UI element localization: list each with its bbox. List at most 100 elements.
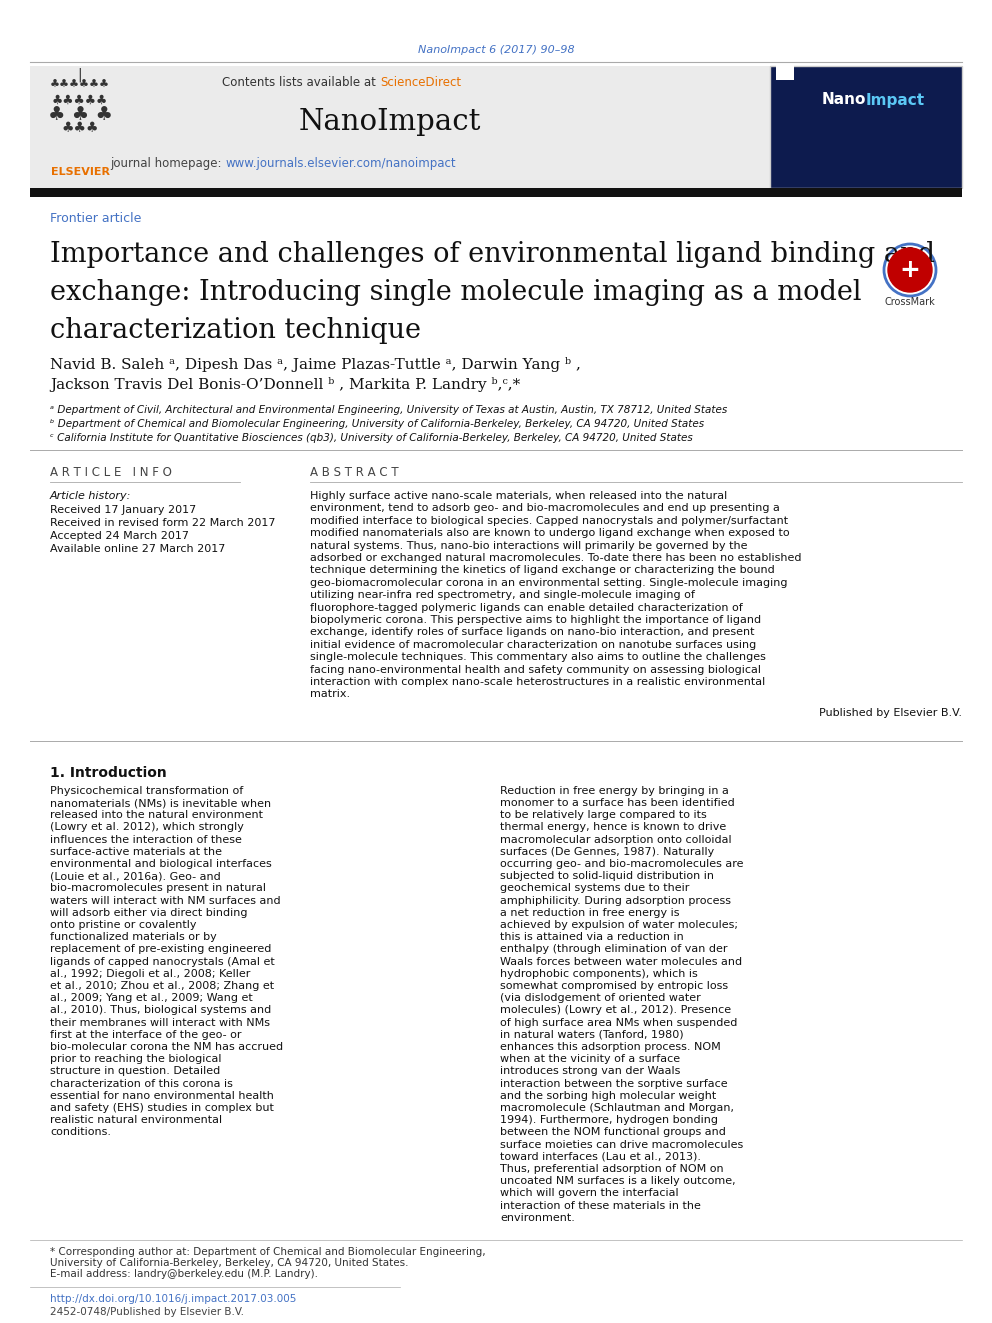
Bar [130,66,770,188]
Bar [770,66,962,188]
Text: will adsorb either via direct binding: will adsorb either via direct binding [50,908,247,918]
Text: modified interface to biological species. Capped nanocrystals and polymer/surfac: modified interface to biological species… [310,516,788,525]
Text: Received 17 January 2017: Received 17 January 2017 [50,505,196,515]
Text: 1. Introduction: 1. Introduction [50,766,167,779]
Text: released into the natural environment: released into the natural environment [50,810,263,820]
Text: in natural waters (Tanford, 1980): in natural waters (Tanford, 1980) [500,1029,683,1040]
Text: NanoImpact: NanoImpact [299,108,481,136]
Text: surface-active materials at the: surface-active materials at the [50,847,222,857]
Text: subjected to solid-liquid distribution in: subjected to solid-liquid distribution i… [500,872,714,881]
Text: waters will interact with NM surfaces and: waters will interact with NM surfaces an… [50,896,281,906]
Text: interaction of these materials in the: interaction of these materials in the [500,1200,701,1211]
Text: Available online 27 March 2017: Available online 27 March 2017 [50,544,225,554]
Text: facing nano-environmental health and safety community on assessing biological: facing nano-environmental health and saf… [310,664,761,675]
Text: Highly surface active nano-scale materials, when released into the natural: Highly surface active nano-scale materia… [310,491,727,501]
Text: http://dx.doi.org/10.1016/j.impact.2017.03.005: http://dx.doi.org/10.1016/j.impact.2017.… [50,1294,297,1304]
Text: their membranes will interact with NMs: their membranes will interact with NMs [50,1017,270,1028]
Text: enthalpy (through elimination of van der: enthalpy (through elimination of van der [500,945,727,954]
Text: ♣ ♣ ♣: ♣ ♣ ♣ [48,106,112,124]
Text: monomer to a surface has been identified: monomer to a surface has been identified [500,798,735,808]
Text: amphiphilicity. During adsorption process: amphiphilicity. During adsorption proces… [500,896,731,906]
Text: ELSEVIER: ELSEVIER [51,167,109,177]
Text: ᶜ California Institute for Quantitative Biosciences (qb3), University of Califor: ᶜ California Institute for Quantitative … [50,433,692,443]
Text: * Corresponding author at: Department of Chemical and Biomolecular Engineering,: * Corresponding author at: Department of… [50,1248,486,1257]
Text: E-mail address: landry@berkeley.edu (M.P. Landry).: E-mail address: landry@berkeley.edu (M.P… [50,1269,318,1279]
Text: onto pristine or covalently: onto pristine or covalently [50,919,196,930]
Text: somewhat compromised by entropic loss: somewhat compromised by entropic loss [500,980,728,991]
Text: Thus, preferential adsorption of NOM on: Thus, preferential adsorption of NOM on [500,1164,723,1174]
Text: ligands of capped nanocrystals (Amal et: ligands of capped nanocrystals (Amal et [50,957,275,967]
Text: +: + [900,258,921,282]
Text: surface moieties can drive macromolecules: surface moieties can drive macromolecule… [500,1139,743,1150]
Text: Article history:: Article history: [50,491,131,501]
Text: (Lowry et al. 2012), which strongly: (Lowry et al. 2012), which strongly [50,823,244,832]
Text: University of California-Berkeley, Berkeley, CA 94720, United States.: University of California-Berkeley, Berke… [50,1258,409,1267]
Text: A R T I C L E   I N F O: A R T I C L E I N F O [50,467,172,479]
Text: this is attained via a reduction in: this is attained via a reduction in [500,933,683,942]
Text: NanoImpact 6 (2017) 90–98: NanoImpact 6 (2017) 90–98 [418,45,574,56]
Text: single-molecule techniques. This commentary also aims to outline the challenges: single-molecule techniques. This comment… [310,652,766,663]
Text: bio-macromolecules present in natural: bio-macromolecules present in natural [50,884,266,893]
Text: ♣♣♣: ♣♣♣ [62,120,99,135]
Text: Waals forces between water molecules and: Waals forces between water molecules and [500,957,742,967]
Text: essential for nano environmental health: essential for nano environmental health [50,1090,274,1101]
Text: occurring geo- and bio-macromolecules are: occurring geo- and bio-macromolecules ar… [500,859,743,869]
Text: technique determining the kinetics of ligand exchange or characterizing the boun: technique determining the kinetics of li… [310,565,775,576]
Text: replacement of pre-existing engineered: replacement of pre-existing engineered [50,945,272,954]
Text: al., 1992; Diegoli et al., 2008; Keller: al., 1992; Diegoli et al., 2008; Keller [50,968,250,979]
Text: Published by Elsevier B.V.: Published by Elsevier B.V. [819,708,962,718]
Text: modified nanomaterials also are known to undergo ligand exchange when exposed to: modified nanomaterials also are known to… [310,528,790,538]
Text: hydrophobic components), which is: hydrophobic components), which is [500,968,697,979]
Text: environmental and biological interfaces: environmental and biological interfaces [50,859,272,869]
Text: between the NOM functional groups and: between the NOM functional groups and [500,1127,726,1138]
Text: adsorbed or exchanged natural macromolecules. To-date there has been no establis: adsorbed or exchanged natural macromolec… [310,553,802,564]
Text: exchange: Introducing single molecule imaging as a model: exchange: Introducing single molecule im… [50,279,861,307]
Text: conditions.: conditions. [50,1127,111,1138]
Text: nanomaterials (NMs) is inevitable when: nanomaterials (NMs) is inevitable when [50,798,271,808]
Text: et al., 2010; Zhou et al., 2008; Zhang et: et al., 2010; Zhou et al., 2008; Zhang e… [50,980,274,991]
Text: introduces strong van der Waals: introduces strong van der Waals [500,1066,681,1077]
Text: realistic natural environmental: realistic natural environmental [50,1115,222,1125]
Text: achieved by expulsion of water molecules;: achieved by expulsion of water molecules… [500,919,738,930]
Text: ᵃ Department of Civil, Architectural and Environmental Engineering, University o: ᵃ Department of Civil, Architectural and… [50,405,727,415]
Text: ♣♣♣♣♣: ♣♣♣♣♣ [52,94,108,106]
Text: Reduction in free energy by bringing in a: Reduction in free energy by bringing in … [500,786,729,796]
Text: interaction between the sorptive surface: interaction between the sorptive surface [500,1078,727,1089]
Text: al., 2009; Yang et al., 2009; Wang et: al., 2009; Yang et al., 2009; Wang et [50,994,253,1003]
Circle shape [888,247,932,292]
Text: geochemical systems due to their: geochemical systems due to their [500,884,689,893]
Text: al., 2010). Thus, biological systems and: al., 2010). Thus, biological systems and [50,1005,271,1015]
Text: 1994). Furthermore, hydrogen bonding: 1994). Furthermore, hydrogen bonding [500,1115,718,1125]
Text: Received in revised form 22 March 2017: Received in revised form 22 March 2017 [50,519,276,528]
Text: structure in question. Detailed: structure in question. Detailed [50,1066,220,1077]
Text: and safety (EHS) studies in complex but: and safety (EHS) studies in complex but [50,1103,274,1113]
Text: functionalized materials or by: functionalized materials or by [50,933,216,942]
Text: Physicochemical transformation of: Physicochemical transformation of [50,786,243,796]
Text: matrix.: matrix. [310,689,350,700]
Text: Navid B. Saleh ᵃ, Dipesh Das ᵃ, Jaime Plazas-Tuttle ᵃ, Darwin Yang ᵇ ,: Navid B. Saleh ᵃ, Dipesh Das ᵃ, Jaime Pl… [50,357,581,373]
Text: (Louie et al., 2016a). Geo- and: (Louie et al., 2016a). Geo- and [50,872,221,881]
Text: Impact: Impact [866,93,926,107]
Text: which will govern the interfacial: which will govern the interfacial [500,1188,679,1199]
Text: Jackson Travis Del Bonis-O’Donnell ᵇ , Markita P. Landry ᵇ,ᶜ,*: Jackson Travis Del Bonis-O’Donnell ᵇ , M… [50,377,520,392]
Text: Nano: Nano [821,93,866,107]
Text: bio-molecular corona the NM has accrued: bio-molecular corona the NM has accrued [50,1043,283,1052]
Text: environment.: environment. [500,1213,575,1222]
Text: characterization of this corona is: characterization of this corona is [50,1078,233,1089]
Text: molecules) (Lowry et al., 2012). Presence: molecules) (Lowry et al., 2012). Presenc… [500,1005,731,1015]
Text: of high surface area NMs when suspended: of high surface area NMs when suspended [500,1017,737,1028]
Bar [30,188,962,197]
Text: first at the interface of the geo- or: first at the interface of the geo- or [50,1029,241,1040]
Text: A B S T R A C T: A B S T R A C T [310,467,399,479]
Text: Contents lists available at: Contents lists available at [222,75,380,89]
Text: uncoated NM surfaces is a likely outcome,: uncoated NM surfaces is a likely outcome… [500,1176,736,1187]
Text: www.journals.elsevier.com/nanoimpact: www.journals.elsevier.com/nanoimpact [225,156,455,169]
Text: to be relatively large compared to its: to be relatively large compared to its [500,810,706,820]
Text: geo-biomacromolecular corona in an environmental setting. Single-molecule imagin: geo-biomacromolecular corona in an envir… [310,578,788,587]
Text: interaction with complex nano-scale heterostructures in a realistic environmenta: interaction with complex nano-scale hete… [310,677,765,687]
Text: ScienceDirect: ScienceDirect [380,75,461,89]
Bar [30,66,130,188]
Text: surfaces (De Gennes, 1987). Naturally: surfaces (De Gennes, 1987). Naturally [500,847,714,857]
Text: prior to reaching the biological: prior to reaching the biological [50,1054,221,1064]
Text: environment, tend to adsorb geo- and bio-macromolecules and end up presenting a: environment, tend to adsorb geo- and bio… [310,503,780,513]
